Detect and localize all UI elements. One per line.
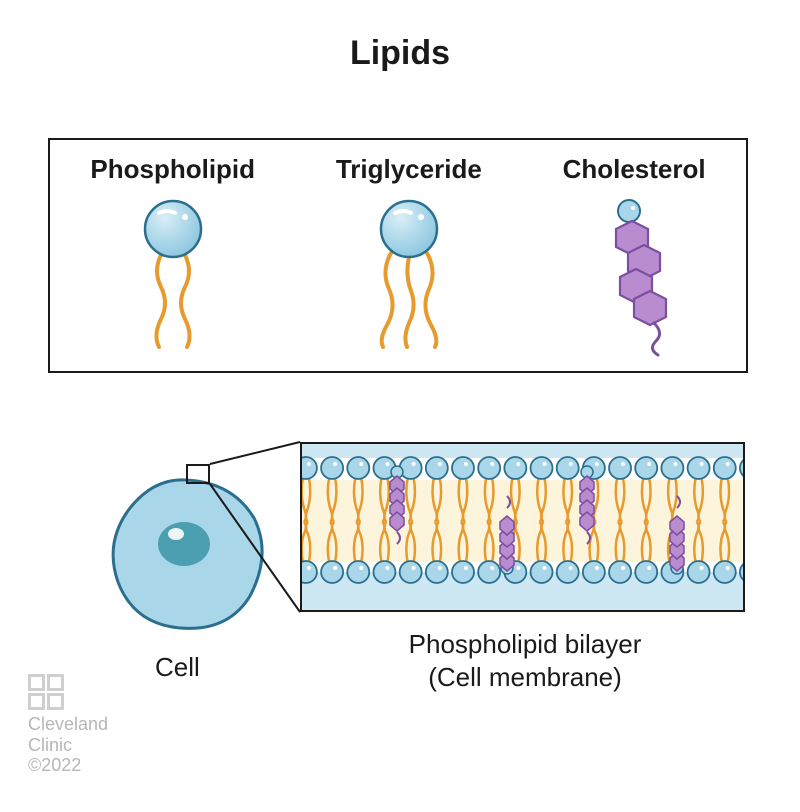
cell-illustration: [104, 472, 269, 637]
footer-brand: ClevelandClinic: [28, 714, 108, 755]
page-title: Lipids: [0, 34, 800, 73]
lipid-item-phospholipid: Phospholipid: [90, 154, 255, 371]
lipid-item-triglyceride: Triglyceride: [336, 154, 482, 371]
bilayer-icon: [302, 444, 745, 612]
triglyceride-label: Triglyceride: [336, 154, 482, 185]
phospholipid-icon: [123, 199, 223, 349]
cholesterol-label: Cholesterol: [563, 154, 706, 185]
cell-icon: [104, 472, 269, 637]
lipid-types-box: Phospholipid Triglyceride: [48, 138, 748, 373]
cell-zoom-marker: [186, 464, 210, 484]
brand-logo-icon: [28, 674, 68, 710]
cholesterol-icon: [574, 199, 694, 359]
footer: ClevelandClinic ©2022: [28, 674, 108, 776]
cell-caption: Cell: [155, 652, 200, 683]
lipid-item-cholesterol: Cholesterol: [563, 154, 706, 371]
footer-copyright: ©2022: [28, 755, 108, 776]
bilayer-box: [300, 442, 745, 612]
phospholipid-label: Phospholipid: [90, 154, 255, 185]
bilayer-caption: Phospholipid bilayer (Cell membrane): [360, 628, 690, 693]
bilayer-caption-line1: Phospholipid bilayer: [409, 629, 642, 659]
triglyceride-icon: [349, 199, 469, 349]
bilayer-caption-line2: (Cell membrane): [428, 662, 622, 692]
